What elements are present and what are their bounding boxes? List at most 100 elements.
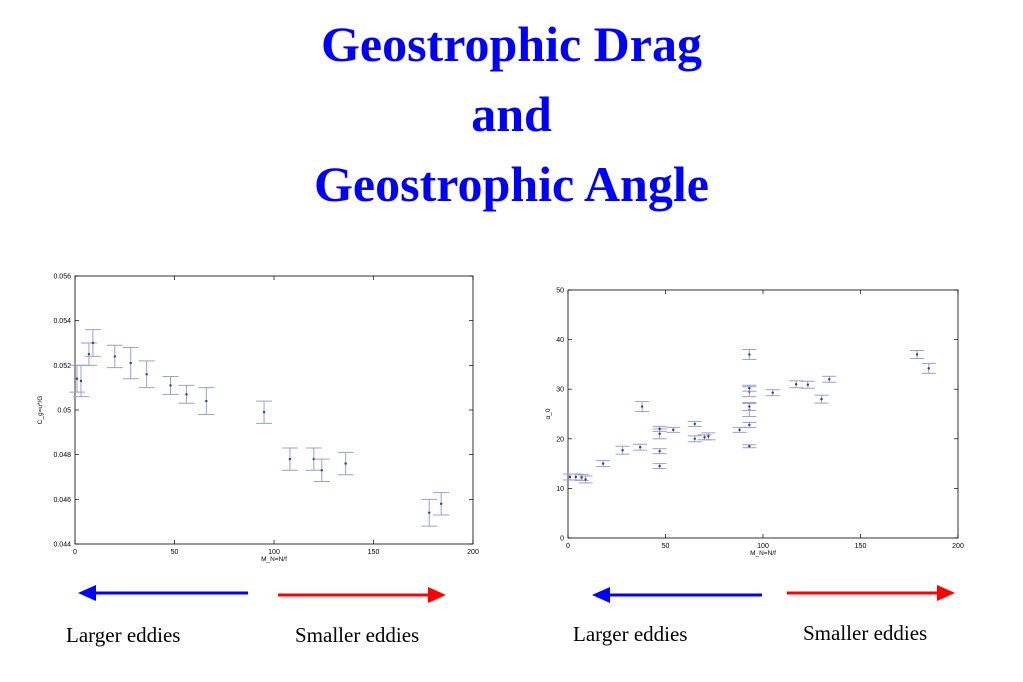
point-marker (621, 449, 624, 452)
x-tick-label: 0 (566, 543, 570, 550)
data-point (421, 498, 438, 527)
point-marker (771, 391, 774, 394)
point-marker (794, 383, 798, 386)
data-point (313, 458, 330, 482)
data-point (742, 402, 757, 412)
point-marker (806, 383, 810, 386)
point-marker (693, 437, 696, 440)
x-tick-label: 100 (268, 549, 280, 556)
point-marker (748, 423, 751, 427)
y-tick-label: 0 (560, 536, 564, 543)
smaller-eddies-arrow-right (787, 585, 955, 601)
data-point (337, 451, 354, 476)
data-point (433, 492, 450, 516)
point-marker (703, 436, 706, 439)
point-marker (288, 457, 292, 461)
data-point (198, 387, 215, 415)
data-point (732, 426, 747, 433)
point-marker (820, 397, 823, 401)
x-tick-label: 200 (952, 543, 964, 550)
data-point (800, 380, 815, 389)
point-marker (638, 446, 642, 449)
data-point (687, 420, 702, 427)
point-marker (658, 432, 661, 436)
x-tick-label: 200 (467, 549, 479, 556)
data-point (666, 426, 681, 433)
data-point (921, 362, 936, 374)
point-marker (169, 384, 172, 387)
x-tick-label: 0 (73, 549, 77, 556)
x-tick-label: 150 (368, 549, 380, 556)
data-point (596, 460, 611, 468)
smaller-eddies-arrow-left (278, 587, 446, 603)
y-tick-label: 0.05 (57, 408, 71, 415)
x-tick-label: 100 (757, 543, 769, 550)
point-marker (927, 367, 930, 370)
data-point (701, 432, 716, 441)
data-point (652, 425, 667, 432)
data-point (162, 376, 179, 395)
point-marker (185, 393, 188, 396)
x-tick-label: 50 (662, 543, 670, 550)
point-marker (658, 427, 661, 431)
y-tick-label: 10 (556, 486, 564, 493)
point-marker (87, 352, 91, 356)
data-point (742, 384, 757, 392)
x-tick-label: 50 (171, 549, 179, 556)
point-marker (658, 450, 661, 453)
y-tick-label: 0.056 (53, 274, 71, 281)
plot-frame (74, 275, 474, 545)
y-tick-label: 0.054 (53, 318, 71, 325)
larger-eddies-arrow-left (78, 585, 248, 601)
y-tick-label: 40 (556, 337, 564, 344)
larger-eddies-arrow-right (592, 587, 762, 603)
slide-title-line-2: and (471, 86, 552, 142)
data-point (178, 384, 195, 404)
data-point (281, 447, 298, 471)
x-axis-label: M_N=N/f (750, 550, 776, 557)
point-marker (915, 353, 919, 356)
data-point (256, 400, 273, 424)
point-marker (748, 387, 751, 390)
y-axis-label: α_0 (545, 408, 552, 419)
data-point (814, 394, 829, 404)
data-point (633, 443, 648, 451)
data-point (789, 380, 804, 389)
data-point (652, 448, 667, 455)
point-marker (79, 379, 83, 383)
point-marker (748, 405, 751, 408)
point-marker (113, 355, 117, 358)
point-marker (145, 373, 148, 376)
data-point (138, 360, 155, 389)
point-marker (584, 478, 587, 481)
point-marker (320, 469, 323, 472)
caption-smaller-eddies-right: Smaller eddies (803, 621, 928, 645)
point-marker (129, 361, 132, 365)
y-tick-label: 0.044 (53, 542, 71, 549)
point-marker (262, 411, 266, 414)
point-marker (738, 428, 741, 432)
point-marker (707, 435, 710, 438)
point-marker (580, 476, 583, 479)
point-marker (75, 377, 79, 380)
slide-title-line-3: Geostrophic Angle (314, 156, 709, 212)
y-tick-label: 0.052 (53, 363, 71, 370)
drag-coefficient-chart: 0 50 100 150 200 0.044 0.046 0.048 0.05 0.052 0.05… (37, 274, 479, 564)
data-point (635, 401, 650, 413)
caption-smaller-eddies-left: Smaller eddies (295, 623, 420, 647)
data-point (822, 375, 837, 383)
y-axis-label: C_g=u*/G (37, 396, 44, 425)
data-point (742, 349, 757, 360)
data-point (765, 389, 780, 397)
slide-title-line-1: Geostrophic Drag (321, 16, 702, 72)
data-point (687, 435, 702, 443)
plot-frame (567, 289, 959, 539)
x-axis-label: M_N=N/f (261, 556, 287, 563)
data-point (578, 475, 593, 484)
data-point (122, 346, 139, 380)
y-tick-label: 20 (556, 436, 564, 443)
data-point (652, 463, 667, 470)
point-marker (672, 428, 675, 432)
point-marker (828, 378, 831, 381)
x-tick-label: 150 (855, 543, 867, 550)
